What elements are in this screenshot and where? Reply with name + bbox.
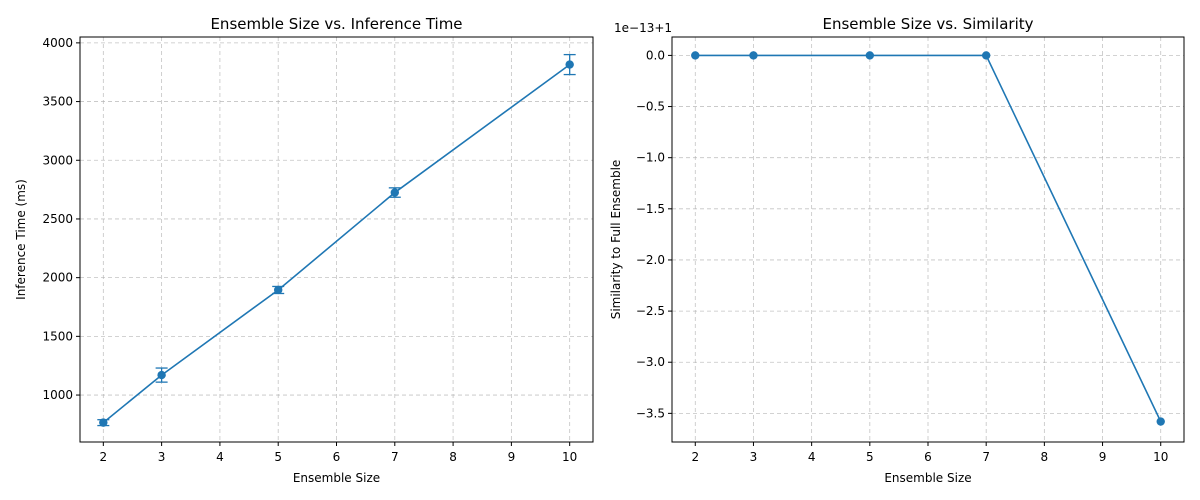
y-tick-label: 4000 [42,36,73,50]
y-tick-label: 1000 [42,388,73,402]
plot-frame [671,36,1185,443]
y-tick-label: −2.5 [636,304,665,318]
x-axis-label: Ensemble Size [293,471,380,485]
data-point [865,51,875,60]
y-tick-label: −3.0 [636,355,665,369]
y-tick-label: 1500 [42,329,73,343]
x-tick-label: 7 [982,450,990,464]
x-tick-label: 3 [750,450,758,464]
x-tick-label: 2 [691,450,699,464]
x-tick-label: 6 [333,450,341,464]
x-tick-label: 9 [1099,450,1107,464]
x-tick-label: 4 [216,450,224,464]
data-point [1156,417,1165,426]
plot-frame [79,36,594,443]
x-tick-label: 2 [99,450,107,464]
inference-time-chart: Ensemble Size vs. Inference Time Ensembl… [14,15,594,485]
y-tick-label: 0.0 [646,48,665,62]
data-point [691,51,700,60]
chart-title: Ensemble Size vs. Inference Time [210,15,462,33]
x-tick-label: 8 [449,450,457,464]
x-tick-label: 10 [1153,450,1168,464]
y-tick-label: 2000 [42,271,73,285]
data-point [565,60,574,69]
x-tick-label: 5 [866,450,874,464]
x-axis-label: Ensemble Size [884,471,971,485]
y-axis-label: Inference Time (ms) [14,179,28,300]
x-tick-label: 3 [158,450,166,464]
x-tick-label: 10 [562,450,577,464]
y-tick-label: −0.5 [636,100,665,114]
x-tick-label: 7 [391,450,399,464]
data-point [99,418,108,427]
chart-title: Ensemble Size vs. Similarity [822,15,1033,33]
x-tick-label: 8 [1041,450,1049,464]
data-series [691,51,1165,426]
y-tick-label: 3500 [42,95,73,109]
data-point [274,285,283,295]
similarity-chart: Ensemble Size vs. Similarity Ensemble Si… [609,15,1185,485]
data-point [749,51,758,60]
x-tick-label: 6 [924,450,932,464]
data-point [157,370,166,380]
x-tick-label: 4 [808,450,816,464]
axis-ticks: 2 3 4 5 6 7 8 9 10 1000 1500 2000 2500 3000 3500 4000 [42,36,577,464]
y-tick-label: −1.5 [636,202,665,216]
axis-ticks: 2 3 4 5 6 7 8 9 10 0.0 −0.5 −1.0 −1.5 −2.0 −2.5 −3.0 −3.… [636,48,1169,464]
x-tick-label: 9 [508,450,516,464]
y-tick-label: 3000 [42,153,73,167]
y-tick-label: 2500 [42,212,73,226]
data-series [97,53,576,427]
y-tick-label: −2.0 [636,253,665,267]
data-point [390,188,399,197]
y-axis-offset-label: 1e−13+1 [614,21,672,35]
grid-lines [80,37,593,442]
x-tick-label: 5 [274,450,282,464]
y-axis-label: Similarity to Full Ensemble [609,160,623,320]
grid-lines [672,37,1184,442]
y-tick-label: −3.5 [636,406,665,420]
data-point [981,51,991,60]
y-tick-label: −1.0 [636,151,665,165]
